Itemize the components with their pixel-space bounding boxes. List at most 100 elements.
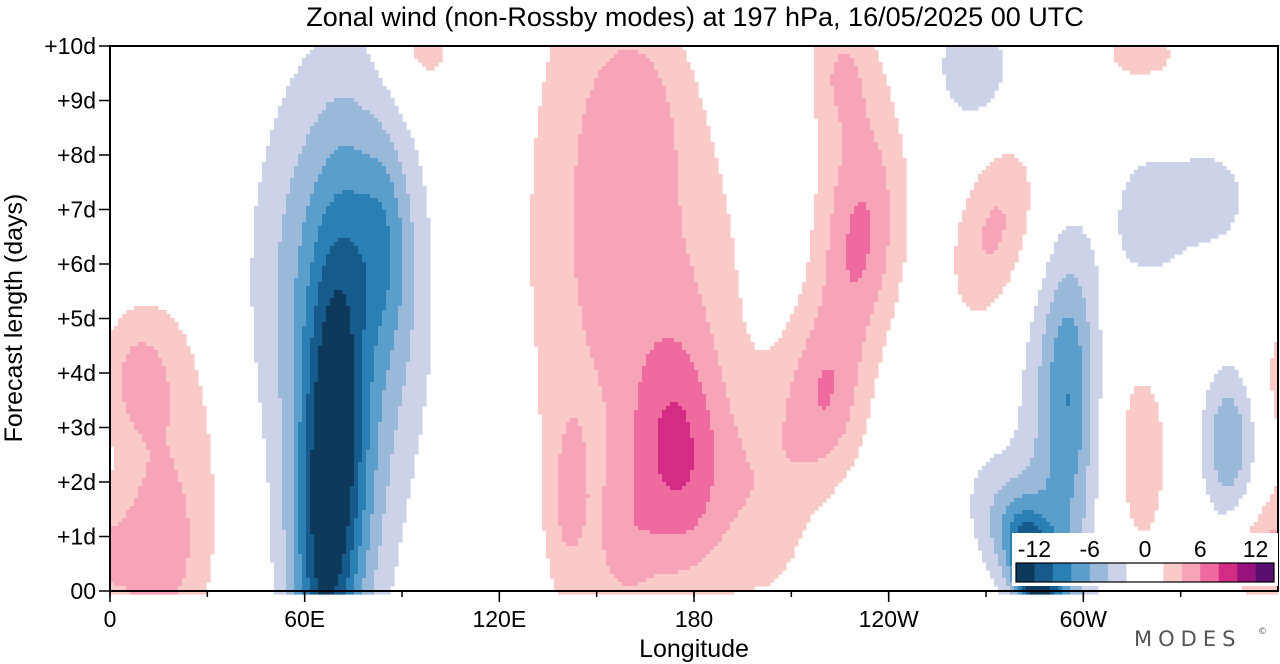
contour-cell [174,458,211,463]
contour-cell [1270,530,1279,535]
contour-cell [802,354,863,359]
contour-cell [110,474,147,479]
contour-cell [722,534,803,539]
contour-cell [110,430,139,435]
contour-cell [826,262,847,267]
contour-cell [298,430,307,435]
contour-cell [1126,494,1159,499]
contour-cell [974,530,991,535]
contour-cell [1018,526,1039,531]
contour-cell [1026,350,1043,355]
contour-cell [354,406,363,411]
contour-cell [358,482,367,487]
contour-cell [1202,442,1215,447]
contour-cell [990,162,1023,167]
contour-cell [162,362,195,367]
contour-cell [374,478,391,483]
contour-cell [278,306,295,311]
contour-cell [686,250,735,255]
contour-cell [314,430,355,435]
contour-cell [710,550,795,555]
contour-cell [850,226,871,231]
contour-cell [354,334,363,339]
contour-cell [1054,350,1083,355]
contour-cell [250,258,279,263]
contour-cell [254,250,279,255]
contour-cell [550,46,683,51]
contour-cell [294,562,303,567]
contour-cell [658,438,695,443]
contour-cell [314,390,355,395]
contour-cell [370,438,379,443]
contour-cell [318,346,355,351]
contour-cell [366,290,387,295]
contour-cell [1014,434,1039,439]
contour-cell [994,454,1035,459]
contour-cell [122,390,171,395]
contour-cell [110,522,119,527]
contour-cell [414,54,443,59]
contour-cell [302,366,311,371]
contour-cell [310,474,355,479]
contour-cell [958,234,983,239]
contour-cell [854,58,879,63]
contour-cell [890,226,907,231]
contour-cell [398,154,419,159]
contour-cell [834,98,867,103]
contour-cell [374,578,395,583]
contour-cell [578,162,679,167]
contour-cell [958,242,983,247]
contour-cell [414,258,431,263]
contour-cell [530,250,575,255]
contour-cell [282,430,295,435]
contour-cell [1006,222,1027,227]
contour-cell [306,54,371,59]
contour-cell [606,550,711,555]
contour-cell [354,146,395,151]
contour-cell [1046,482,1075,487]
contour-cell [362,530,371,535]
contour-cell [278,114,319,119]
contour-cell [562,450,587,455]
contour-cell [270,514,283,519]
contour-cell [806,262,827,267]
contour-cell [366,298,387,303]
contour-cell [826,406,851,411]
contour-cell [294,438,299,443]
contour-cell [646,358,691,363]
contour-cell [694,274,739,279]
contour-cell [190,530,215,535]
contour-cell [1126,186,1239,191]
contour-cell [658,418,687,423]
contour-cell [166,378,199,383]
contour-cell [314,190,343,195]
contour-cell [110,514,127,519]
contour-cell [826,274,851,279]
contour-cell [374,490,387,495]
contour-cell [414,286,431,291]
contour-cell [306,558,315,563]
contour-cell [818,402,831,407]
contour-cell [398,206,411,211]
contour-cell [878,146,903,151]
contour-cell [1018,422,1039,427]
contour-cell [306,210,327,215]
contour-cell [710,490,751,495]
contour-cell [402,250,415,255]
contour-cell [358,550,367,555]
contour-cell [118,318,175,323]
contour-cell [818,386,835,391]
contour-cell [278,270,299,275]
contour-cell [250,302,279,307]
contour-cell [146,462,175,467]
contour-cell [658,70,695,75]
contour-cell [782,446,835,451]
contour-cell [810,250,827,255]
contour-cell [1086,474,1099,479]
contour-cell [722,538,799,543]
contour-cell [1258,514,1279,519]
contour-cell [710,418,735,423]
contour-cell [582,426,607,431]
contour-cell [386,498,407,503]
contour-cell [130,346,155,351]
